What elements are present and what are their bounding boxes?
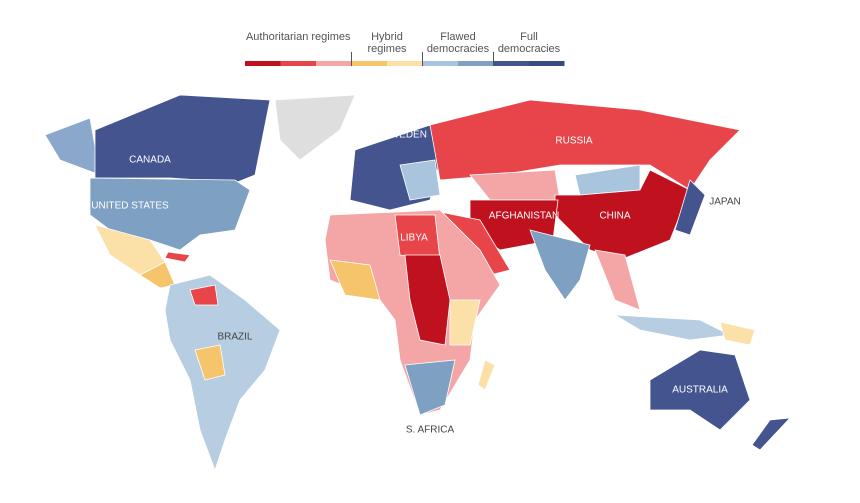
legend-bar	[245, 52, 565, 66]
legend-label: Flawed democracies	[426, 31, 490, 55]
legend-swatch	[316, 61, 352, 66]
countries	[44, 94, 792, 472]
map-label: S. AFRICA	[406, 425, 455, 436]
map-label: BRAZIL	[217, 332, 252, 343]
japan	[674, 179, 706, 236]
india	[529, 229, 591, 301]
indonesia	[614, 314, 732, 341]
australia	[649, 349, 751, 431]
map-label: UNITED STATES	[91, 201, 169, 212]
map-label: JAPAN	[709, 197, 741, 208]
legend-swatch	[351, 61, 387, 66]
map-label: SWEDEN	[383, 130, 427, 141]
southern-africa	[404, 359, 456, 416]
legend-swatch	[529, 61, 565, 66]
united-states	[89, 177, 251, 251]
venezuela	[189, 284, 219, 306]
legend-label: Hybrid regimes	[367, 31, 407, 55]
papua	[719, 321, 756, 346]
map-label: AFGHANISTAN	[489, 211, 559, 222]
bolivia	[194, 344, 226, 381]
cuba	[164, 251, 191, 263]
central-africa	[404, 254, 451, 346]
greenland	[274, 94, 356, 161]
map-label: RUSSIA	[555, 136, 593, 147]
legend-label: Authoritarian regimes	[245, 31, 351, 43]
map-label: LIBYA	[400, 233, 428, 244]
legend-swatch	[458, 61, 494, 66]
map-label: AUSTRALIA	[672, 385, 728, 396]
canada	[94, 94, 271, 186]
west-africa	[329, 259, 381, 301]
southeast-asia	[594, 249, 641, 311]
legend-swatch	[387, 61, 423, 66]
eastern-europe	[399, 159, 441, 201]
new-zealand	[751, 417, 792, 451]
legend-swatch	[493, 61, 529, 66]
africa	[324, 209, 501, 416]
east-africa	[449, 299, 481, 346]
legend-swatch	[280, 61, 316, 66]
alaska	[44, 117, 101, 176]
central-asia	[469, 169, 561, 201]
map-label: CHINA	[599, 211, 630, 222]
legend-swatch	[422, 61, 458, 66]
legend-swatch	[245, 61, 281, 66]
map-label: CANADA	[129, 155, 171, 166]
legend-label: Full democracies	[497, 31, 561, 55]
madagascar	[477, 359, 496, 391]
